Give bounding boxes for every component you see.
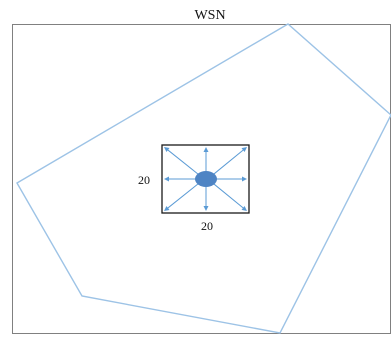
arrow-south-head <box>203 206 209 211</box>
sensor-node <box>195 171 217 187</box>
network-boundary-polygon <box>16 23 391 334</box>
arrow-northeast <box>211 148 245 176</box>
arrow-northwest-head <box>164 147 170 153</box>
arrow-northwest <box>166 148 200 176</box>
arrow-northeast-head <box>241 147 247 153</box>
arrow-east-head <box>242 176 247 182</box>
height-dimension-label: 20 <box>138 173 150 187</box>
radial-arrows <box>164 147 247 211</box>
diagram-title: WSN <box>194 8 225 23</box>
arrow-north-head <box>203 147 209 152</box>
arrow-southeast <box>211 182 245 210</box>
arrow-southwest <box>166 182 200 210</box>
arrow-southwest-head <box>164 205 170 211</box>
sensing-area <box>161 144 250 214</box>
arrow-west-head <box>164 176 169 182</box>
arrow-southeast-head <box>241 205 247 211</box>
width-dimension-label: 20 <box>201 219 213 233</box>
